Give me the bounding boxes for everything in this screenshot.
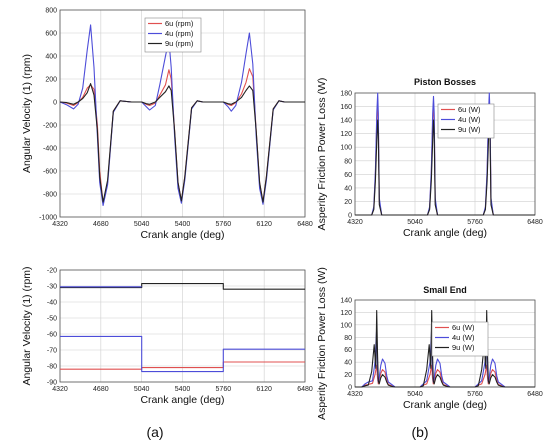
- series-line-0: [60, 361, 305, 370]
- x-axis-label: Crank angle (deg): [403, 399, 487, 411]
- chart-angular-velocity-mean: 4320 4680 5040 5400 5760 6120 6480 -90 -80 -70 -60…: [21, 266, 313, 406]
- chart-angular-velocity: 4320 4680 5040 5400 5760 6120 6480 -1000 -800 -60…: [21, 8, 313, 242]
- legend-entry: 6u (rpm): [165, 19, 194, 28]
- x-tick-label: 6480: [297, 221, 313, 228]
- x-tick-label: 5040: [407, 219, 423, 226]
- y-tick-label: 80: [344, 335, 352, 342]
- plot-frame: [59, 269, 306, 383]
- y-tick-label: -20: [47, 268, 57, 275]
- x-tick-label: 5400: [175, 221, 191, 228]
- y-tick-label: -200: [43, 123, 57, 130]
- y-tick-label: 600: [45, 31, 57, 38]
- x-tick-label: 6480: [527, 391, 543, 398]
- chart-piston-bosses: 4320 5040 5760 6480 0 20 40 60 80 100 120 140 160 180…: [316, 77, 543, 239]
- caption-b: (b): [411, 424, 428, 440]
- y-axis-label: Asperity Friction Power Loss (W): [316, 78, 328, 231]
- y-tick-label: -70: [47, 348, 57, 355]
- y-tick-label: -600: [43, 169, 57, 176]
- x-tick-label: 4320: [52, 221, 68, 228]
- y-tick-label: 20: [344, 199, 352, 206]
- y-axis-label: Asperity Friction Power Loss (W): [316, 267, 328, 420]
- x-tick-label: 4680: [93, 386, 109, 393]
- legend-entry: 6u (W): [458, 105, 481, 114]
- legend-entry: 9u (W): [452, 343, 475, 352]
- x-tick-label: 6480: [527, 219, 543, 226]
- x-tick-label: 5040: [407, 391, 423, 398]
- y-tick-label: 180: [340, 91, 352, 98]
- legend: 6u (W)4u (W)9u (W): [437, 103, 495, 139]
- y-tick-label: -80: [47, 364, 57, 371]
- chart-small-end: 4320 5040 5760 6480 0 20 40 60 80 100 120 140 Crank …: [316, 267, 543, 420]
- series-line-2: [59, 83, 305, 203]
- series-line-2: [355, 310, 535, 388]
- y-tick-label: 0: [53, 100, 57, 107]
- caption-a: (a): [146, 424, 163, 440]
- chart-title: Piston Bosses: [414, 77, 476, 87]
- legend: 6u (W)4u (W)9u (W): [431, 321, 489, 357]
- chart-title: Small End: [423, 285, 467, 295]
- series-line-2: [60, 283, 305, 290]
- y-tick-label: 40: [344, 360, 352, 367]
- y-tick-label: 400: [45, 54, 57, 61]
- series-line-1: [60, 335, 305, 373]
- x-tick-label: 6480: [297, 386, 313, 393]
- y-axis-label: Angular Velocity (1) (rpm): [21, 266, 33, 385]
- x-tick-label: 5040: [134, 386, 150, 393]
- x-tick-label: 5760: [467, 391, 483, 398]
- y-tick-label: 20: [344, 372, 352, 379]
- y-tick-label: 140: [340, 298, 352, 305]
- legend-entry: 9u (rpm): [165, 39, 194, 48]
- plot-frame: [354, 299, 536, 388]
- legend: 6u (rpm)4u (rpm)9u (rpm): [144, 17, 202, 53]
- y-tick-label: -40: [47, 300, 57, 307]
- y-tick-label: 800: [45, 8, 57, 15]
- x-tick-label: 4320: [347, 219, 363, 226]
- y-tick-label: -30: [47, 284, 57, 291]
- plot-frame: [59, 9, 306, 218]
- y-tick-label: -800: [43, 192, 57, 199]
- y-tick-label: -60: [47, 332, 57, 339]
- x-tick-label: 4320: [347, 391, 363, 398]
- y-tick-label: 40: [344, 185, 352, 192]
- y-tick-label: 0: [348, 213, 352, 220]
- legend-entry: 6u (W): [452, 323, 475, 332]
- x-tick-label: 5760: [216, 386, 232, 393]
- x-tick-label: 4320: [52, 386, 68, 393]
- x-tick-label: 5760: [467, 219, 483, 226]
- y-tick-label: 120: [340, 131, 352, 138]
- legend-entry: 4u (W): [452, 333, 475, 342]
- y-tick-label: 140: [340, 118, 352, 125]
- y-tick-label: 0: [348, 385, 352, 392]
- x-axis-label: Crank angle (deg): [403, 227, 487, 239]
- y-tick-label: 100: [340, 145, 352, 152]
- y-tick-label: 80: [344, 158, 352, 165]
- y-tick-label: 60: [344, 347, 352, 354]
- legend-entry: 4u (W): [458, 115, 481, 124]
- y-tick-label: -400: [43, 146, 57, 153]
- series-line-1: [355, 92, 535, 216]
- y-tick-label: 160: [340, 104, 352, 111]
- x-axis-label: Crank angle (deg): [140, 229, 224, 241]
- y-tick-label: -50: [47, 316, 57, 323]
- x-tick-label: 4680: [93, 221, 109, 228]
- x-axis-label: Crank angle (deg): [140, 394, 224, 406]
- y-tick-label: 200: [45, 77, 57, 84]
- legend-entry: 9u (W): [458, 125, 481, 134]
- x-tick-label: 6120: [256, 386, 272, 393]
- y-tick-label: 60: [344, 172, 352, 179]
- legend-entry: 4u (rpm): [165, 29, 194, 38]
- y-axis-label: Angular Velocity (1) (rpm): [21, 54, 33, 173]
- y-tick-label: 100: [340, 322, 352, 329]
- y-tick-label: 120: [340, 310, 352, 317]
- y-tick-label: -1000: [39, 215, 57, 222]
- x-tick-label: 5400: [175, 386, 191, 393]
- x-tick-label: 5760: [216, 221, 232, 228]
- x-tick-label: 5040: [134, 221, 150, 228]
- x-tick-label: 6120: [256, 221, 272, 228]
- y-tick-label: -90: [47, 380, 57, 387]
